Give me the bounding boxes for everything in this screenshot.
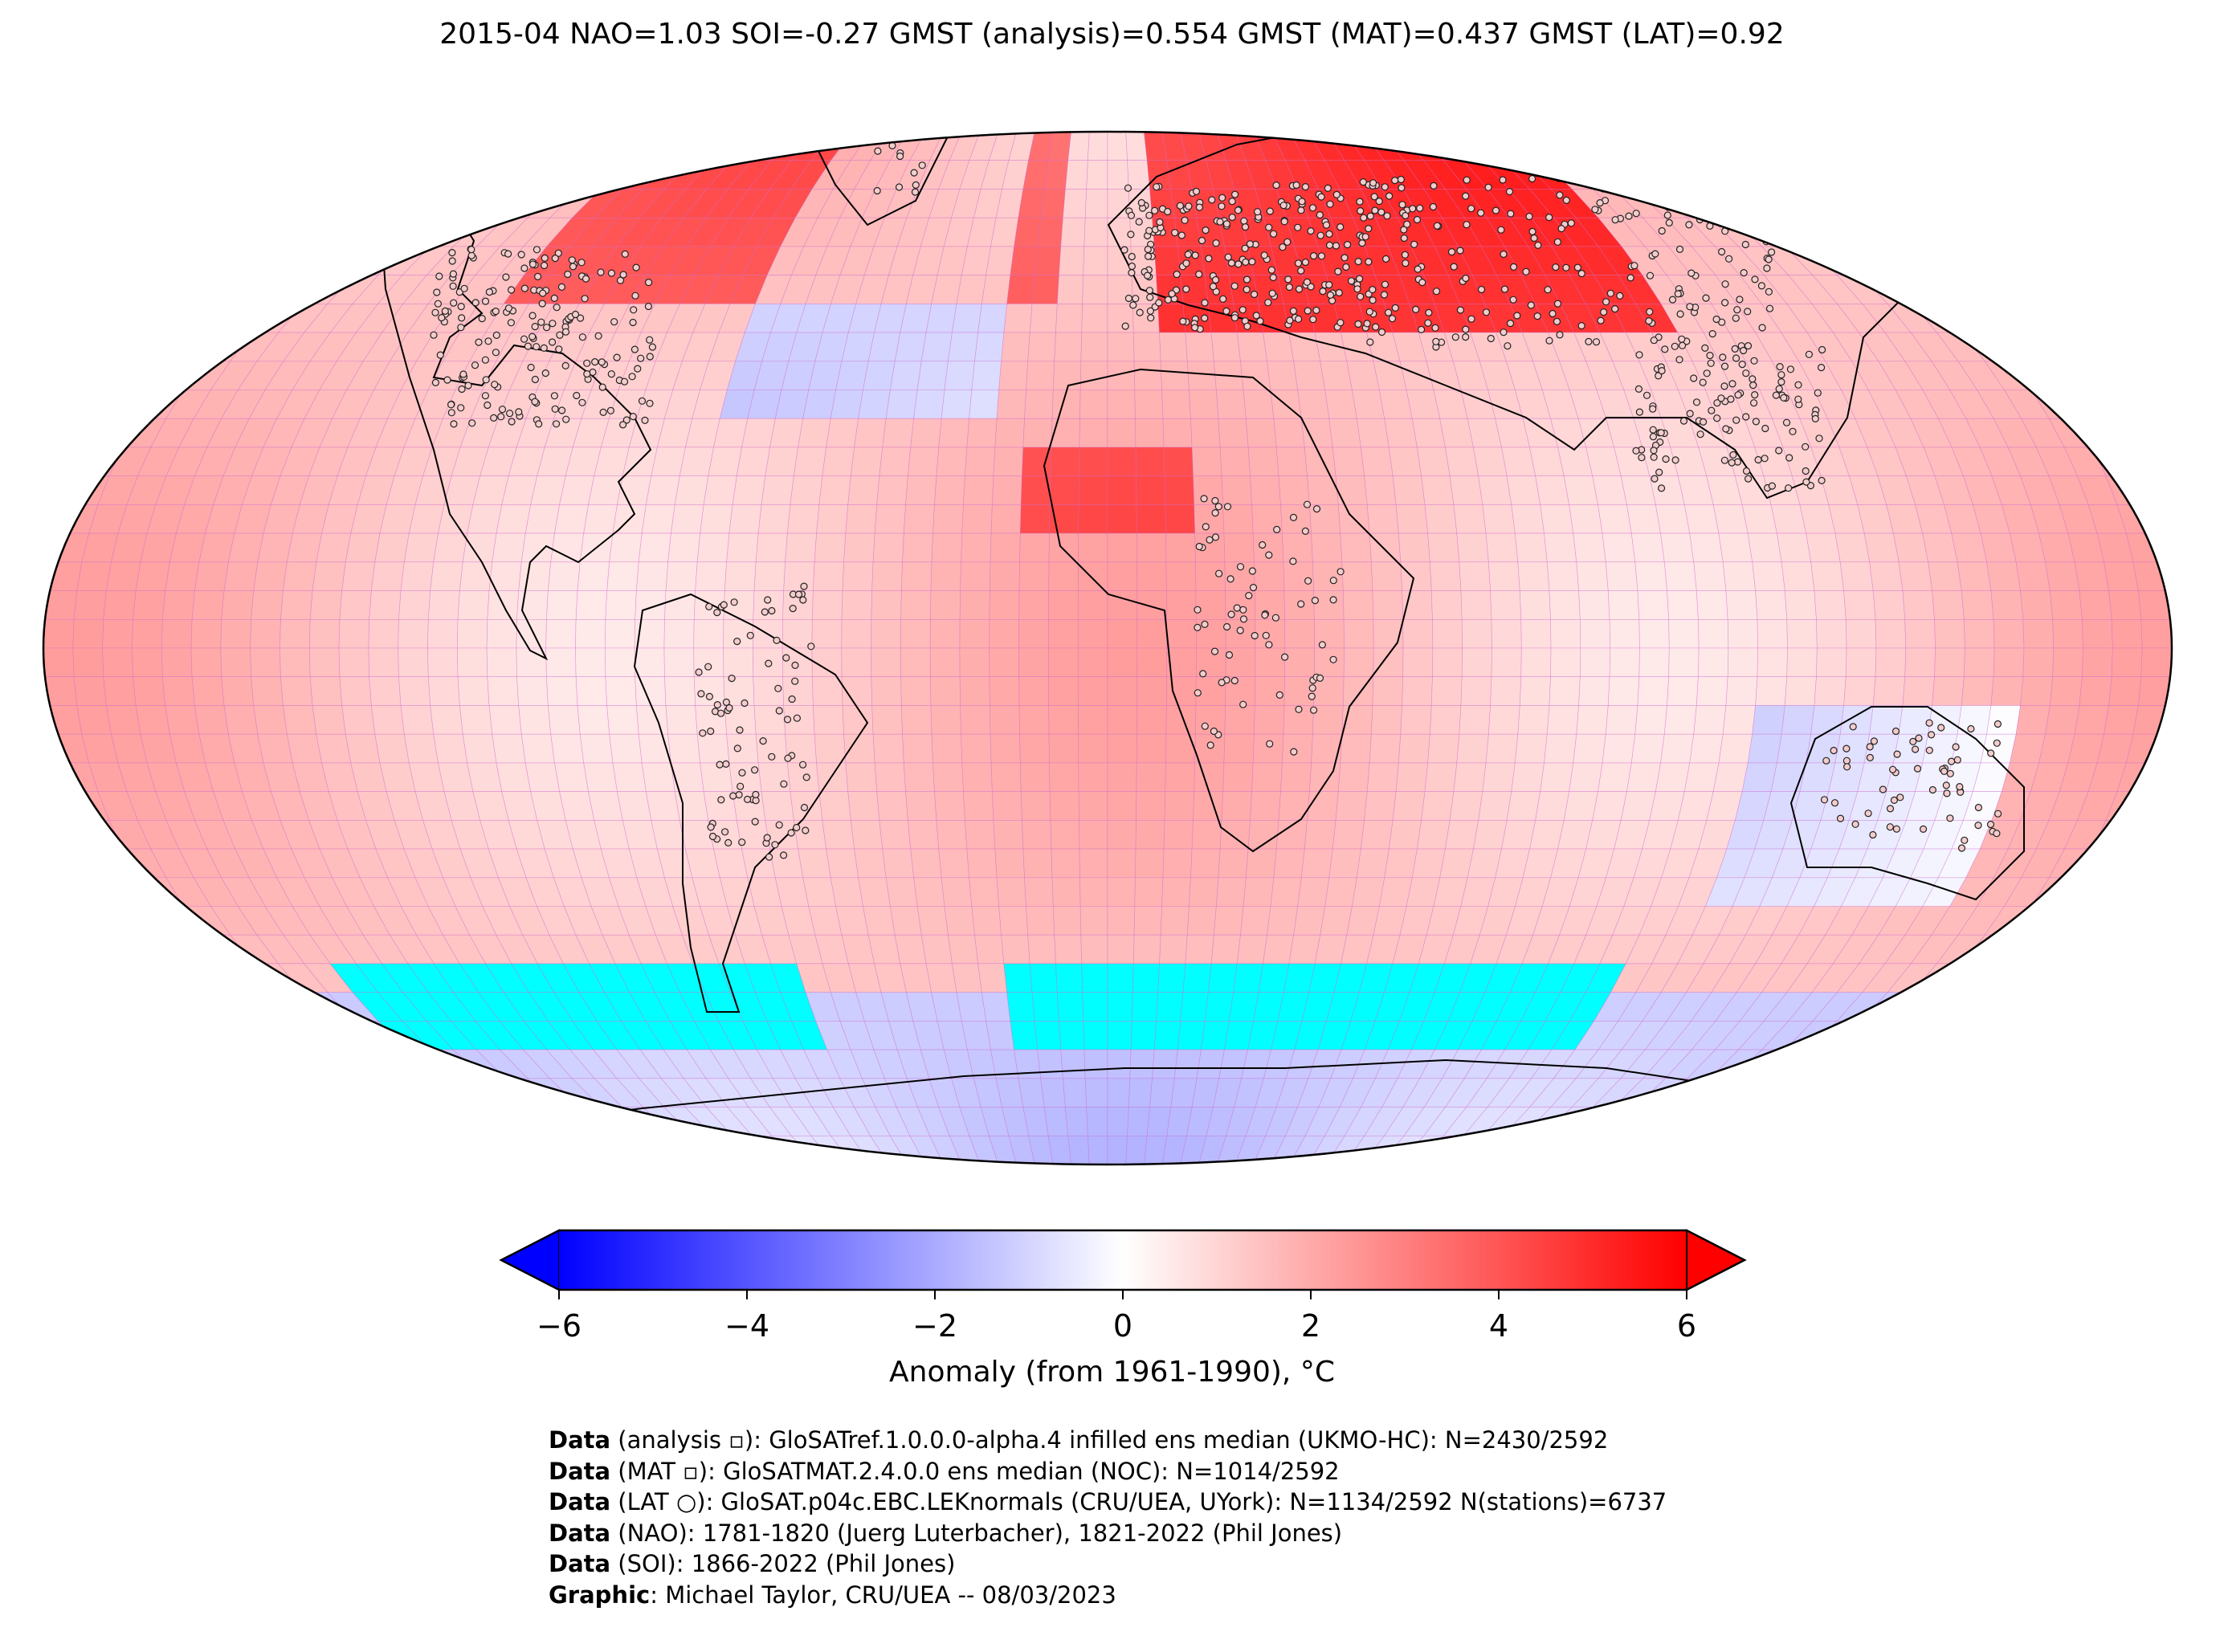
- colorbar-tick-label: 6: [1677, 1308, 1696, 1344]
- colorbar-ticks: −6 −4 −2 0 2 4 6: [537, 1290, 1696, 1344]
- credit-line: Data (SOI): 1866-2022 (Phil Jones): [549, 1550, 956, 1577]
- colorbar-tick-label: 2: [1301, 1308, 1320, 1344]
- anomaly-map: [42, 130, 2173, 1166]
- credit-line: Graphic: Michael Taylor, CRU/UEA -- 08/0…: [549, 1581, 1116, 1609]
- credit-line: Data (MAT ▫): GloSATMAT.2.4.0.0 ens medi…: [549, 1457, 1340, 1485]
- map-field: [43, 132, 2172, 1165]
- credit-line: Data (NAO): 1781-1820 (Juerg Luterbacher…: [549, 1519, 1343, 1547]
- colorbar-extend-high: [1686, 1229, 1747, 1291]
- colorbar-extend-low: [499, 1229, 560, 1291]
- map-title: 2015-04 NAO=1.03 SOI=-0.27 GMST (analysi…: [439, 18, 1785, 51]
- credit-line: Data (LAT ○): GloSAT.p04c.EBC.LEKnormals…: [549, 1488, 1667, 1515]
- colorbar-tick-label: −2: [912, 1308, 957, 1344]
- colorbar-body: [559, 1230, 1687, 1290]
- colorbar-label: Anomaly (from 1961-1990), °C: [889, 1356, 1335, 1389]
- colorbar-tick-label: −4: [724, 1308, 769, 1344]
- colorbar-tick-label: 4: [1489, 1308, 1508, 1344]
- data-credits: Data (analysis ▫): GloSATref.1.0.0.0-alp…: [549, 1425, 1667, 1610]
- colorbar-tick-label: 0: [1113, 1308, 1132, 1344]
- colorbar-tick-label: −6: [537, 1308, 582, 1344]
- credit-line: Data (analysis ▫): GloSATref.1.0.0.0-alp…: [549, 1426, 1609, 1454]
